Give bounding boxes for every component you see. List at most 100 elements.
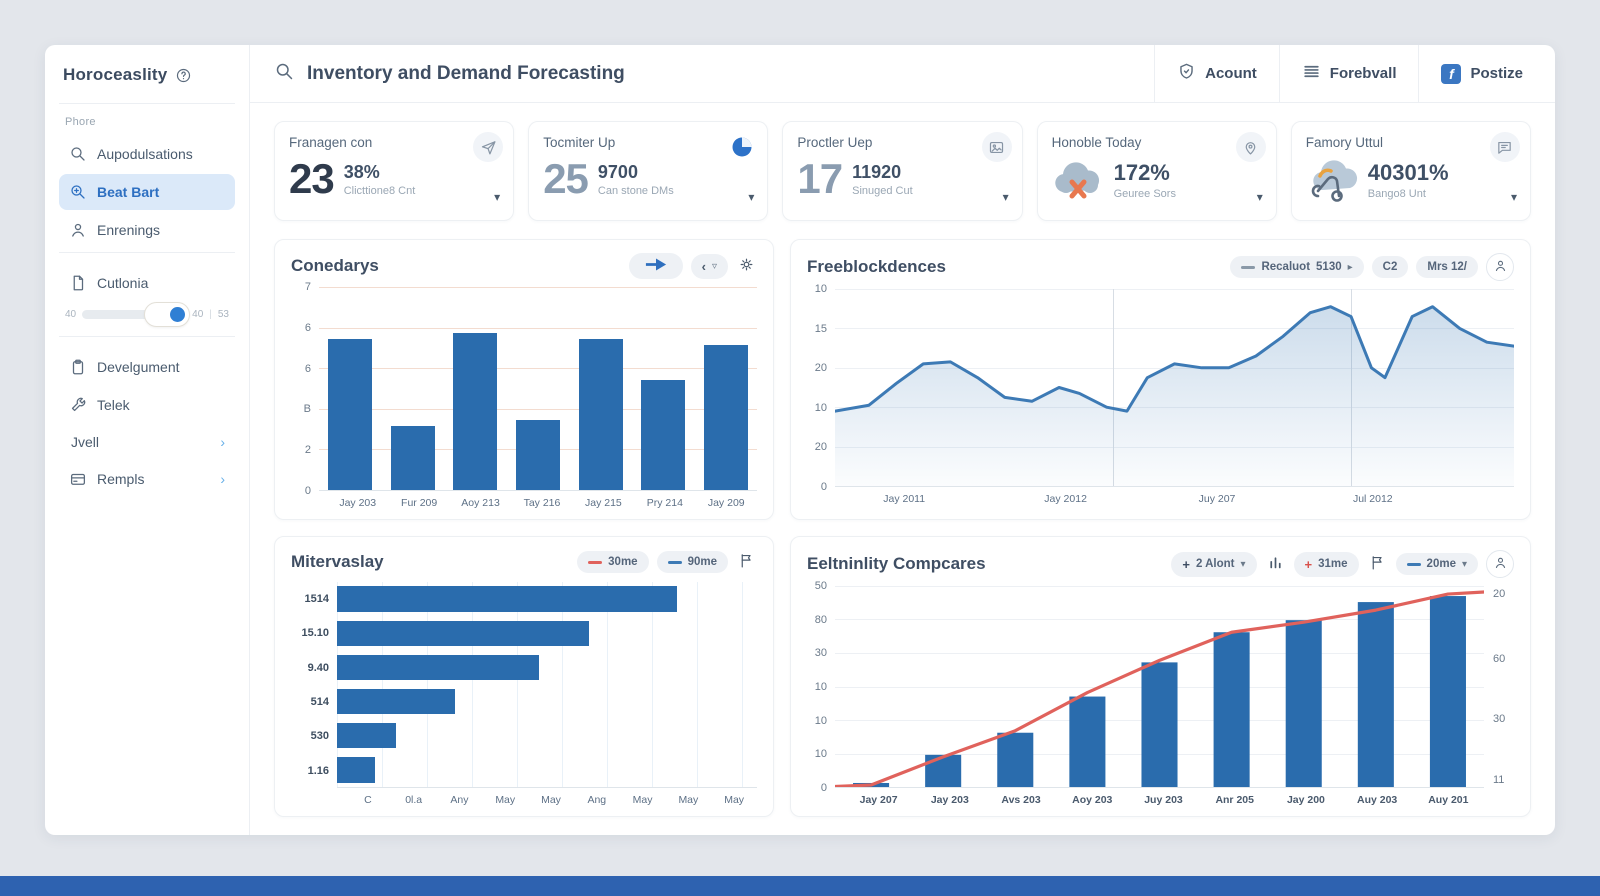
sidebar-item-aupodulsations[interactable]: Aupodulsations	[59, 136, 235, 172]
x-axis-tick: Pry 214	[646, 497, 683, 509]
x-axis-tick: Juy 203	[1144, 794, 1183, 806]
forebvall-button[interactable]: Forebvall	[1278, 45, 1419, 102]
kpi-card-franagen: Franagen con 23 38% Clicttione8 Cnt ▾	[274, 121, 515, 221]
range-control-button[interactable]: Recaluot 5130 ▸	[1230, 256, 1364, 278]
forward-button[interactable]	[628, 253, 683, 279]
add-line-button[interactable]: + 31me	[1293, 551, 1359, 577]
x-axis-tick: Aoy 203	[1072, 794, 1113, 806]
forebvall-button-label: Forebvall	[1329, 65, 1397, 82]
person-icon	[1493, 258, 1508, 276]
legend-item-30me[interactable]: 30me	[577, 551, 649, 573]
gridline	[835, 586, 1484, 587]
y-axis-tick: 1514	[304, 593, 329, 606]
kpi-label: Clicttione8 Cnt	[343, 184, 416, 197]
pin-icon[interactable]	[1235, 132, 1266, 162]
chevron-right-icon: ›	[220, 471, 225, 487]
share-button[interactable]	[736, 550, 757, 574]
y-axis-tick: 530	[310, 730, 329, 743]
sidebar-item-telek[interactable]: Telek	[59, 387, 235, 423]
slider-max-label: 53	[217, 309, 229, 320]
sidebar-section-label: Phore	[65, 116, 96, 128]
tag-button[interactable]: Mrs 12/	[1416, 256, 1478, 278]
bar	[328, 339, 373, 490]
gridline	[835, 289, 1514, 290]
sidebar-item-beat-bart[interactable]: Beat Bart	[59, 174, 235, 210]
chevron-down-icon[interactable]: ▾	[1002, 190, 1009, 204]
tag-button[interactable]: C2	[1371, 256, 1409, 278]
add-series-button[interactable]: + 2 Alont ▾	[1171, 551, 1257, 577]
sidebar-item-cutlonia[interactable]: Cutlonia	[59, 265, 235, 301]
charts-grid: Conedarys ‹ ▿ 7 6 6 B 2 0 Jay 2	[250, 227, 1555, 835]
send-icon[interactable]	[473, 132, 504, 162]
account-button[interactable]: Acount	[1154, 45, 1279, 102]
clipboard-icon	[69, 358, 87, 376]
y-axis-tick: 30	[1493, 713, 1506, 726]
legend-label: 90me	[687, 556, 717, 568]
bar-chart-button[interactable]	[1265, 552, 1286, 576]
x-axis-tick: C	[364, 794, 372, 806]
slider-track[interactable]	[82, 302, 190, 327]
sidebar-item-label: Aupodulsations	[97, 146, 193, 162]
y-axis: 1514 15.10 9.40 514 530 1.16	[291, 582, 337, 788]
search-input[interactable]	[307, 62, 927, 85]
chevron-down-icon[interactable]: ▾	[1510, 190, 1517, 204]
x-axis: Jay 2011 Jay 2012 Juy 207 Jul 2012	[843, 493, 1514, 509]
help-icon[interactable]	[175, 67, 192, 84]
user-circle-button[interactable]	[1486, 253, 1514, 281]
plot-area	[835, 586, 1484, 788]
plus-icon: +	[1182, 556, 1190, 572]
tools-button[interactable]	[736, 254, 757, 278]
line-swatch-icon	[1241, 265, 1256, 269]
cloud-curl-icon	[1306, 158, 1358, 202]
bar	[453, 333, 498, 490]
sidebar-item-enrenings[interactable]: Enrenings	[59, 212, 235, 248]
x-axis-tick: Auy 203	[1357, 794, 1398, 806]
sidebar-item-jvell[interactable]: Jvell ›	[59, 425, 235, 459]
flag-button[interactable]	[1367, 552, 1388, 576]
y-axis-tick: 15.10	[301, 627, 329, 640]
slider-min-label: 40	[65, 309, 77, 320]
line-series-button[interactable]: 20me ▾	[1395, 553, 1478, 575]
range-label: Recaluot	[1261, 261, 1311, 273]
chevron-down-icon[interactable]: ▾	[1256, 190, 1263, 204]
y-axis-tick: 11	[1493, 773, 1505, 786]
bar	[641, 379, 686, 490]
history-button[interactable]: ‹ ▿	[690, 253, 728, 279]
chat-icon[interactable]	[1489, 132, 1520, 162]
image-icon[interactable]	[981, 132, 1012, 162]
kpi-value: 38%	[343, 161, 380, 182]
sidebar-item-develgument[interactable]: Develgument	[59, 349, 235, 385]
topbar-actions: Acount Forebvall f Postize	[1154, 45, 1545, 102]
chevron-down-icon[interactable]: ▾	[748, 190, 755, 204]
gridline	[835, 328, 1514, 330]
legend-item-90me[interactable]: 90me	[656, 551, 728, 573]
search-bar	[274, 61, 1154, 87]
chart-title: Conedarys	[291, 256, 379, 275]
plot-area	[835, 289, 1514, 487]
slider-knob[interactable]	[143, 302, 190, 327]
divider	[59, 103, 235, 104]
cloud-x-icon	[1052, 158, 1104, 202]
kpi-big-value: 17	[797, 155, 843, 202]
user-circle-button[interactable]	[1486, 550, 1514, 578]
gridline	[319, 408, 757, 410]
chevron-down-icon[interactable]: ▾	[494, 190, 501, 204]
search-icon	[69, 145, 87, 163]
chart-card-mitervaslay: Mitervaslay 30me 90me	[274, 536, 774, 817]
topbar: Acount Forebvall f Postize	[250, 45, 1555, 103]
account-button-label: Acount	[1205, 65, 1257, 82]
sidebar-item-rempls[interactable]: Rempls ›	[59, 461, 235, 497]
plot-area	[337, 582, 757, 788]
pie-icon[interactable]	[727, 132, 757, 162]
kpi-value: 9700	[597, 161, 638, 182]
chart-card-conedarys: Conedarys ‹ ▿ 7 6 6 B 2 0 Jay 2	[274, 239, 774, 520]
card-icon	[69, 470, 87, 488]
hbar-chart: 1514 15.10 9.40 514 530 1.16 C 0l.a Any May May Ang…	[291, 582, 757, 806]
x-axis-tick: Jay 203	[930, 794, 969, 806]
x-axis-tick: Jay 215	[585, 497, 622, 509]
postize-button[interactable]: f Postize	[1418, 45, 1545, 102]
series-label: 2 Alont	[1195, 558, 1235, 570]
x-axis-tick: May	[724, 794, 745, 806]
series-swatch-icon	[588, 560, 603, 564]
gridline	[319, 368, 757, 370]
